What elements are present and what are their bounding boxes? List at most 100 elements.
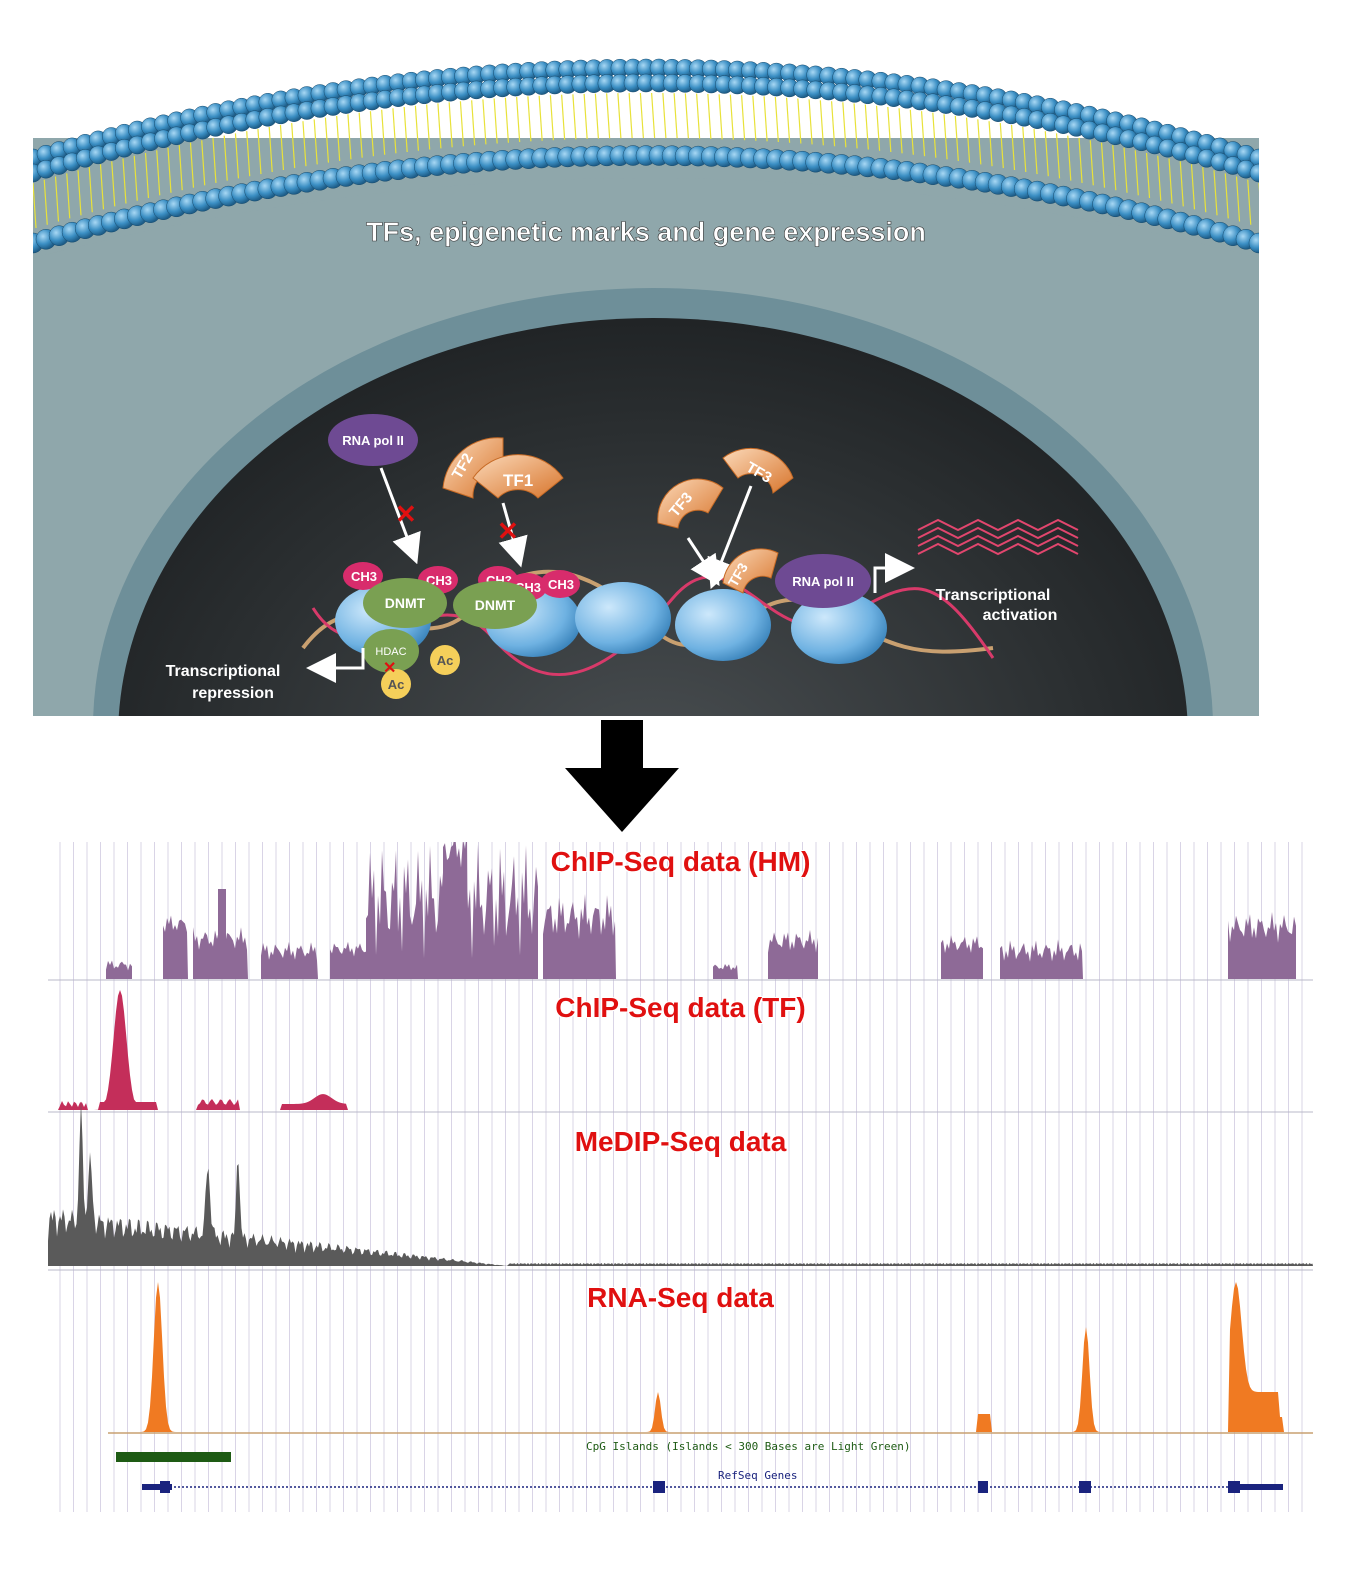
lipid-tail	[279, 124, 285, 171]
lipid-tail	[167, 147, 172, 193]
lipid-tail	[122, 158, 127, 204]
genome-browser: ChIP-Seq data (HM) ChIP-Seq data (TF) Me…	[48, 842, 1313, 1522]
lipid-tail	[729, 94, 734, 140]
lipid-tail	[830, 101, 836, 147]
lipid-tail	[426, 104, 431, 150]
lipid-tail	[684, 93, 689, 139]
lipid-tail	[268, 126, 273, 173]
lipid-tail	[1190, 164, 1196, 210]
lipid-tail	[111, 161, 116, 207]
dnmt-enzyme: DNMT	[363, 578, 447, 628]
svg-text:HDAC: HDAC	[375, 646, 406, 658]
lipid-tail	[718, 94, 723, 140]
dnmt-enzyme: DNMT	[453, 581, 537, 629]
lipid-tail	[898, 108, 903, 154]
refseq-track-label: RefSeq Genes	[718, 1469, 798, 1482]
tf1-shape: TF1	[472, 454, 564, 499]
lipid-tail	[662, 93, 667, 139]
lipid-tail	[1145, 152, 1151, 199]
lipid-tail	[538, 95, 543, 141]
cell-illustration: TFs, epigenetic marks and gene expressio…	[33, 8, 1259, 716]
lipid-tail	[1067, 135, 1072, 181]
block-x-icon: ✕	[395, 499, 417, 529]
block-x-icon: ✕	[383, 660, 396, 677]
lipid-tail	[66, 173, 71, 219]
lipid-tail	[763, 96, 768, 142]
lipid-tail	[920, 111, 926, 157]
lipid-tail	[414, 105, 420, 151]
lipid-tail	[459, 101, 465, 147]
lipid-tail	[1022, 126, 1027, 173]
lipid-tail	[43, 179, 48, 225]
medip-signal	[48, 1100, 1313, 1266]
activation-label: Transcriptional	[936, 587, 1051, 604]
repression-label: repression	[192, 685, 274, 702]
tf3-shape: TF3	[722, 447, 794, 494]
lipid-tail	[1235, 176, 1241, 222]
lipid-tail	[583, 93, 588, 139]
activation-label: activation	[983, 607, 1058, 624]
lipid-tail	[1134, 150, 1139, 196]
lipid-tail	[696, 93, 701, 139]
tf3-shape: TF3	[722, 548, 779, 594]
lipid-tail	[1089, 140, 1094, 186]
track-title-tf: ChIP-Seq data (TF)	[555, 992, 806, 1023]
lipid-tail	[1224, 173, 1229, 219]
lipid-tail	[988, 121, 993, 167]
lipid-tail	[819, 100, 824, 146]
acetyl-mark: Ac	[381, 669, 411, 699]
lipid-tail	[1112, 145, 1117, 191]
cpg-track-label: CpG Islands (Islands < 300 Bases are Lig…	[586, 1440, 911, 1453]
lipid-tail	[358, 112, 363, 158]
lipid-tail	[572, 94, 577, 140]
lipid-tail	[909, 109, 914, 155]
lipid-tail	[1044, 131, 1049, 177]
lipid-tail	[471, 100, 476, 146]
cpg-island-bar	[116, 1452, 231, 1462]
lipid-tail	[527, 96, 532, 142]
lipid-tail	[1168, 158, 1173, 204]
lipid-tail	[977, 119, 982, 165]
lipid-tail	[752, 95, 757, 141]
lipid-tail	[448, 102, 453, 148]
repression-label: Transcriptional	[166, 663, 281, 680]
block-x-icon: ✕	[497, 516, 519, 546]
track-title-hm: ChIP-Seq data (HM)	[550, 846, 811, 877]
lipid-tail	[1033, 129, 1038, 175]
lipid-tail	[673, 93, 678, 139]
lipid-tail	[99, 164, 105, 210]
lipid-tail	[133, 155, 138, 201]
lipid-tail	[156, 150, 161, 196]
lipid-tail	[144, 152, 150, 199]
lipid-tail	[403, 106, 408, 153]
svg-text:DNMT: DNMT	[385, 595, 426, 611]
lipid-tail	[741, 95, 746, 141]
lipid-tail	[594, 93, 599, 139]
lipid-tail	[381, 109, 386, 155]
lipid-tail	[88, 167, 93, 213]
lipid-tail	[651, 92, 656, 139]
lipid-tail	[257, 129, 262, 175]
lipid-tail	[797, 98, 802, 144]
lipid-tail	[302, 121, 307, 167]
lipid-tail	[561, 94, 566, 140]
lipid-tail	[178, 145, 183, 191]
rna-transcript-icon	[917, 518, 1079, 556]
lipid-tail	[943, 114, 948, 160]
rna-pol-active: RNA pol II	[775, 554, 871, 608]
lipid-tail	[33, 182, 37, 229]
hm-signal	[48, 842, 1313, 979]
lipid-head	[1249, 163, 1259, 183]
lipid-tail	[1179, 161, 1184, 207]
lipid-tail	[785, 97, 791, 143]
panel-title: TFs, epigenetic marks and gene expressio…	[366, 217, 926, 247]
lipid-tail	[437, 103, 442, 149]
lipid-tail	[887, 106, 892, 153]
lipid-tail	[1010, 124, 1016, 171]
lipid-tail	[1078, 137, 1083, 183]
lipid-tail	[201, 140, 206, 186]
lipid-tail	[493, 98, 498, 144]
lipid-tail	[606, 93, 611, 139]
svg-text:RNA pol II: RNA pol II	[342, 433, 404, 448]
svg-text:Ac: Ac	[437, 653, 454, 668]
